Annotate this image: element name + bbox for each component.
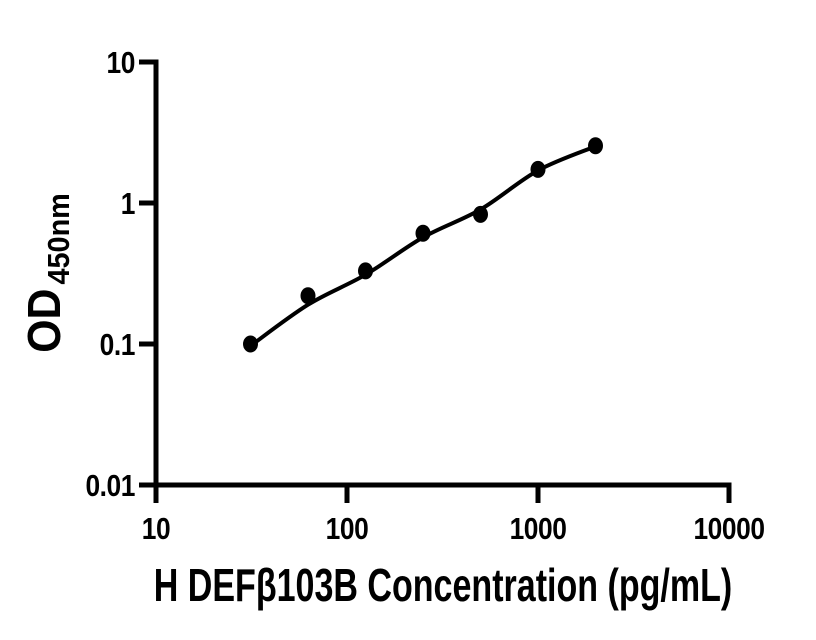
data-point <box>473 205 488 223</box>
data-point <box>415 224 431 242</box>
data-point <box>243 335 258 353</box>
x-axis-title: H DEFβ103B Concentration (pg/mL) <box>154 559 733 611</box>
y-axis-tick-label: 0.1 <box>100 328 136 362</box>
data-point <box>358 262 373 280</box>
x-axis-tick-label: 100 <box>326 512 369 546</box>
x-axis-tick-label: 10000 <box>693 512 764 546</box>
y-axis-title-subscript: 450nm <box>42 193 76 284</box>
fit-curve-line <box>249 144 597 348</box>
y-axis-tick-label: 10 <box>107 46 135 80</box>
y-axis-tick-label: 1 <box>121 187 136 221</box>
y-axis-title-main: OD <box>20 289 71 353</box>
y-axis-tick-label: 0.01 <box>85 469 135 503</box>
plot-generated-group: 10 100 1000 10000 10 1 0.1 0.01 <box>85 46 765 546</box>
y-axis-title: OD 450nm <box>20 193 77 353</box>
data-point <box>530 160 546 178</box>
axis-frame <box>153 59 732 488</box>
data-point <box>588 137 603 155</box>
x-axis-tick-label: 10 <box>142 512 170 546</box>
data-point <box>300 287 316 305</box>
x-axis-tick-label: 1000 <box>510 512 567 546</box>
